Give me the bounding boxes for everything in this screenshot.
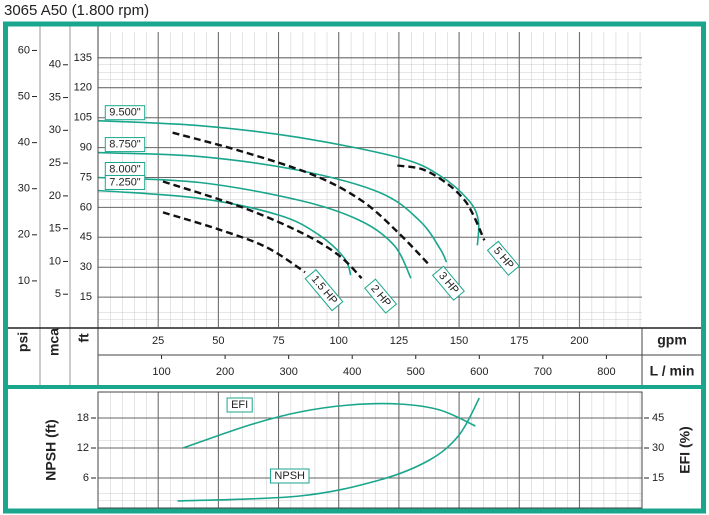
- curve-label: 8.000": [104, 162, 146, 178]
- legend-label: NPSH: [274, 470, 305, 482]
- minor-grid: [98, 32, 642, 327]
- x2-tick-label: 100: [152, 366, 170, 378]
- curve: [97, 176, 412, 279]
- frame: [3, 21, 706, 514]
- x-tick-label: 75: [272, 335, 284, 347]
- y2-tick-label: 60: [18, 44, 30, 56]
- y-tick-label: 135: [74, 52, 92, 64]
- x2-tick-label: 600: [470, 366, 488, 378]
- y2-tick-label: 50: [18, 90, 30, 102]
- curve: [182, 402, 476, 449]
- y2-tick-label: 15: [652, 472, 664, 484]
- power-line: [397, 164, 486, 241]
- y-tick-label: 90: [80, 142, 92, 154]
- y-tick-label: 75: [80, 171, 92, 183]
- axis-title: mca: [46, 328, 62, 356]
- power-line: [162, 180, 363, 280]
- label-box: [364, 278, 398, 314]
- y-tick-label: 18: [77, 412, 89, 424]
- label-box: [104, 174, 146, 190]
- label-box: [304, 269, 344, 312]
- y-tick-label: 120: [74, 82, 92, 94]
- curve-label: 7.250": [104, 174, 146, 190]
- minor-grid: [98, 392, 642, 508]
- x2-tick-label: 500: [407, 366, 425, 378]
- label-box: [269, 468, 310, 484]
- label-box: [226, 397, 253, 413]
- x2-tick-label: 400: [343, 366, 361, 378]
- y3-tick-label: 20: [49, 190, 61, 202]
- outer-frame: [3, 21, 706, 514]
- y3-tick-label: 10: [49, 255, 61, 267]
- y3-tick-label: 35: [49, 91, 61, 103]
- y2-tick-label: 10: [18, 275, 30, 287]
- curve: [177, 397, 481, 502]
- x-tick-label: 200: [570, 335, 588, 347]
- y-tick-label: 45: [80, 231, 92, 243]
- axis-title: ft: [76, 333, 92, 343]
- curve-label: NPSH: [269, 468, 310, 484]
- axis-title: psi: [15, 332, 31, 352]
- legend-label: EFI: [231, 399, 248, 411]
- y2-tick-label: 30: [18, 183, 30, 195]
- axis-title: gpm: [657, 332, 687, 348]
- curve-label: 9.500": [104, 105, 146, 121]
- legend-label: 7.250": [109, 176, 141, 188]
- label-box: [104, 137, 146, 153]
- x-tick-label: 25: [152, 335, 164, 347]
- legend-label: 8.000": [109, 163, 141, 175]
- label-box: [486, 240, 520, 276]
- curve-label: 8.750": [104, 137, 146, 153]
- y-tick-label: 6: [83, 472, 89, 484]
- axis-title: EFI (%): [677, 426, 693, 473]
- x2-tick-label: 200: [216, 366, 234, 378]
- y3-tick-label: 30: [49, 124, 61, 136]
- x-tick-label: 175: [510, 335, 528, 347]
- legend-label: 9.500": [109, 107, 141, 119]
- y3-tick-label: 5: [55, 288, 61, 300]
- x-tick-label: 50: [212, 335, 224, 347]
- y2-tick-label: 45: [652, 412, 664, 424]
- y2-tick-label: 30: [652, 442, 664, 454]
- x2-tick-label: 700: [534, 366, 552, 378]
- curve: [97, 189, 352, 276]
- plot-frame: [97, 391, 643, 509]
- power-line: [162, 211, 306, 274]
- x-tick-label: 100: [330, 335, 348, 347]
- x2-tick-label: 800: [597, 366, 615, 378]
- y-tick-label: 15: [80, 291, 92, 303]
- y2-tick-label: 40: [18, 137, 30, 149]
- axis-title: L / min: [650, 363, 695, 379]
- x-tick-label: 150: [450, 335, 468, 347]
- y3-tick-label: 25: [49, 157, 61, 169]
- y-tick-label: 60: [80, 201, 92, 213]
- curve: [97, 119, 480, 246]
- x2-tick-label: 300: [279, 366, 297, 378]
- x-tick-label: 125: [390, 335, 408, 347]
- axis-title: NPSH (ft): [43, 419, 59, 480]
- power-line: [172, 131, 431, 267]
- label-box: [104, 105, 146, 121]
- y2-tick-label: 20: [18, 229, 30, 241]
- y3-tick-label: 15: [49, 223, 61, 235]
- chart-title: 3065 A50 (1.800 rpm): [4, 2, 149, 19]
- y3-tick-label: 40: [49, 59, 61, 71]
- y-tick-label: 30: [80, 261, 92, 273]
- label-box: [431, 265, 465, 301]
- y-tick-label: 105: [74, 112, 92, 124]
- y-tick-label: 12: [77, 442, 89, 454]
- curve: [97, 151, 448, 263]
- legend-label: 8.750": [109, 138, 141, 150]
- plot-layer: 15 30 45 60 75 90 105 120 135 10 20 30 40 50 60 5 10 15 20…: [18, 32, 664, 508]
- curve-label: EFI: [226, 397, 253, 413]
